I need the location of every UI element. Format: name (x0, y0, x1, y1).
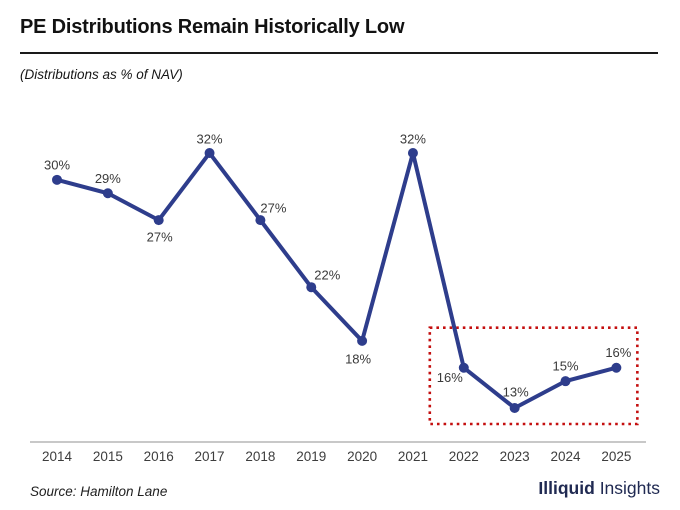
data-point (458, 362, 469, 373)
data-point-label: 32% (400, 132, 426, 147)
logo-word-illiquid: Illiquid (538, 478, 595, 498)
data-point-label: 16% (605, 345, 631, 360)
data-point (153, 215, 164, 226)
x-tick-label: 2018 (245, 449, 275, 464)
chart-subtitle: (Distributions as % of NAV) (20, 67, 183, 82)
x-tick-label: 2022 (449, 449, 479, 464)
x-tick-label: 2017 (195, 449, 225, 464)
data-point-label: 16% (437, 370, 463, 385)
x-tick-label: 2014 (42, 449, 73, 464)
x-tick-label: 2024 (550, 449, 581, 464)
data-point (306, 282, 317, 293)
data-point (407, 148, 418, 158)
data-point-label: 30% (44, 157, 70, 172)
data-point (357, 335, 368, 346)
x-tick-label: 2023 (500, 449, 530, 464)
data-point (611, 362, 622, 373)
data-point (560, 376, 571, 387)
data-point-label: 27% (147, 230, 173, 245)
data-point (509, 403, 520, 413)
data-point-label: 27% (260, 201, 286, 216)
logo-word-insights: Insights (599, 478, 660, 498)
data-point-label: 22% (314, 268, 340, 283)
data-point-label: 13% (503, 385, 529, 400)
source-note: Source: Hamilton Lane (30, 484, 168, 499)
data-point-label: 15% (552, 359, 578, 374)
data-point (52, 174, 62, 185)
data-point-label: 32% (197, 132, 223, 147)
data-point-label: 29% (95, 171, 121, 186)
title-divider (20, 52, 658, 54)
x-tick-label: 2019 (296, 449, 326, 464)
x-tick-label: 2015 (93, 449, 123, 464)
data-point-label: 18% (345, 351, 371, 366)
logo: Illiquid Insights (538, 478, 660, 499)
data-point (255, 215, 266, 226)
x-tick-label: 2020 (347, 449, 377, 464)
data-point (102, 188, 113, 199)
data-point (204, 148, 215, 158)
x-tick-label: 2025 (601, 449, 631, 464)
page-title: PE Distributions Remain Historically Low (20, 16, 405, 38)
x-tick-label: 2021 (398, 449, 428, 464)
series-line (56, 149, 617, 411)
x-tick-label: 2016 (144, 449, 174, 464)
